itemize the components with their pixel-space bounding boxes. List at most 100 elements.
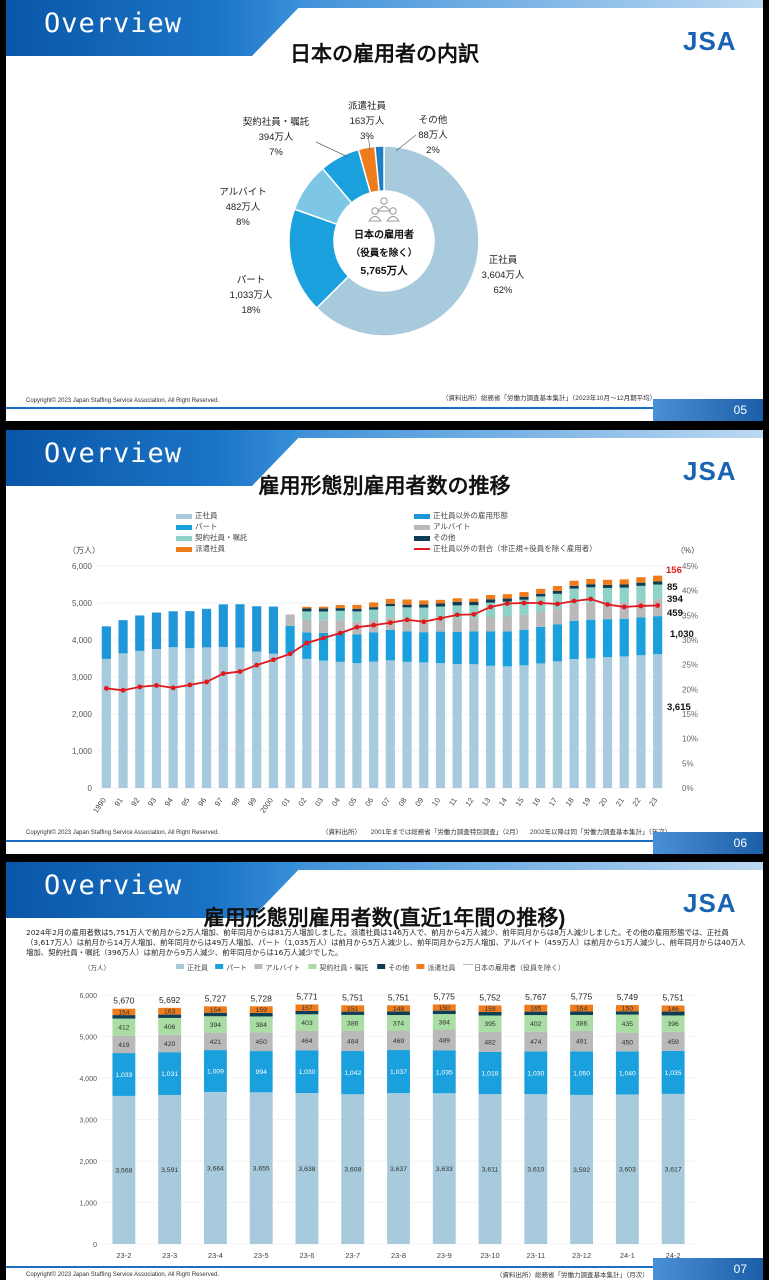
x-tick-label: 23-8 [391,1251,406,1260]
bar-segment [524,1011,548,1016]
x-tick-label: 09 [413,796,425,808]
bar-segment [285,625,295,654]
people-icon [368,197,400,222]
bar-segment [385,660,395,788]
bar-segment [302,658,312,788]
bar-segment [602,579,613,585]
ratio-point [571,598,577,604]
bar-value-label: 3,603 [619,1167,636,1174]
bar-segment [602,602,613,620]
jsa-logo: JSA [683,888,737,918]
bar-segment [569,585,579,589]
ratio-point [354,624,360,630]
ratio-point [538,600,544,606]
bar-segment [158,1014,182,1018]
x-tick-label: 21 [614,796,626,808]
x-tick-label: 94 [163,796,175,808]
bar-value-label: 1,009 [207,1069,224,1076]
y2-tick-label: 5% [682,759,694,768]
bar-segment [586,587,596,603]
bar-segment [502,666,512,788]
bar-segment [112,1008,136,1016]
total-label: 5,728 [251,993,273,1003]
bar-value-label: 3,611 [482,1167,499,1174]
x-tick-label: 23-10 [480,1251,499,1260]
bar-segment [203,1006,227,1013]
bar-value-label: 146 [667,1006,679,1013]
ratio-point [187,682,193,688]
x-tick-label: 24-1 [620,1251,635,1260]
slide-title: 雇用形態別雇用者数(直近1年間の推移) [203,907,566,930]
x-tick-label: 05 [346,796,358,808]
bar-value-label: 1,037 [390,1069,407,1076]
bar-segment [302,632,312,659]
bar-segment [419,619,429,633]
ratio-point [504,601,510,606]
bar-segment [235,647,245,788]
bar-segment [570,1051,594,1095]
end-value-label: 156 [666,565,682,576]
bar-segment [586,602,596,620]
bar-segment [615,1094,639,1244]
bar-segment [524,1051,548,1095]
bar-value-label: 435 [622,1021,634,1028]
bar-segment [185,611,195,649]
x-tick-label: 24-2 [666,1251,681,1260]
bar-segment [432,1004,456,1011]
y2-tick-label: 15% [682,710,698,719]
person-body [377,206,391,212]
x-tick-label: 12 [463,796,475,808]
ratio-point [404,617,410,623]
legend-label: その他 [388,963,409,972]
bar-segment [203,1032,227,1051]
bar-segment [158,1007,182,1015]
bar-segment [524,1094,548,1244]
legend-swatch [377,964,386,969]
segment-name: その他 [419,114,448,126]
bar-segment [478,1094,502,1244]
bar-segment [653,581,663,585]
segment-name: アルバイト [219,187,266,198]
legend-label: アルバイト [265,964,300,972]
ratio-point [120,687,126,693]
bar-value-label: 464 [301,1038,313,1045]
x-tick-label: 13 [480,796,492,808]
bar-segment [586,619,596,659]
bar-value-label: 386 [347,1020,359,1027]
x-tick-label: 02 [296,796,308,808]
bar-segment [112,1018,136,1036]
bar-segment [653,654,663,788]
bar-segment [335,610,345,621]
bar-segment [602,584,613,588]
bar-segment [268,653,279,788]
bar-segment [249,1016,273,1033]
total-label: 5,775 [434,991,456,1001]
x-tick-label: 20 [597,796,609,808]
x-tick-label: 91 [113,796,125,808]
ratio-point [588,596,594,602]
bar-segment [469,602,479,606]
copyright: Copyright© 2023 Japan Staffing Service A… [26,830,220,836]
bar-segment [385,598,395,604]
bar-segment [203,1050,227,1092]
bar-segment [252,651,262,788]
bar-segment [502,631,512,667]
ratio-point [638,603,644,609]
y2-tick-label: 45% [682,562,698,571]
bar-value-label: 164 [576,1006,588,1013]
bar-segment [135,650,145,788]
bar-value-label: 384 [256,1022,268,1029]
bar-segment [112,1053,136,1096]
bar-segment [469,631,479,665]
bar-segment [112,1035,136,1054]
segment-amount: 88万人 [418,130,448,141]
total-label: 5,749 [617,992,639,1002]
bar-segment [485,616,496,632]
bar-segment [295,1050,319,1094]
bar-segment [402,631,412,662]
bar-segment [101,626,111,659]
y-tick-label: 4,000 [72,636,93,645]
bar-value-label: 154 [210,1007,222,1014]
bar-value-label: 394 [210,1022,222,1029]
bar-segment [615,1011,639,1015]
